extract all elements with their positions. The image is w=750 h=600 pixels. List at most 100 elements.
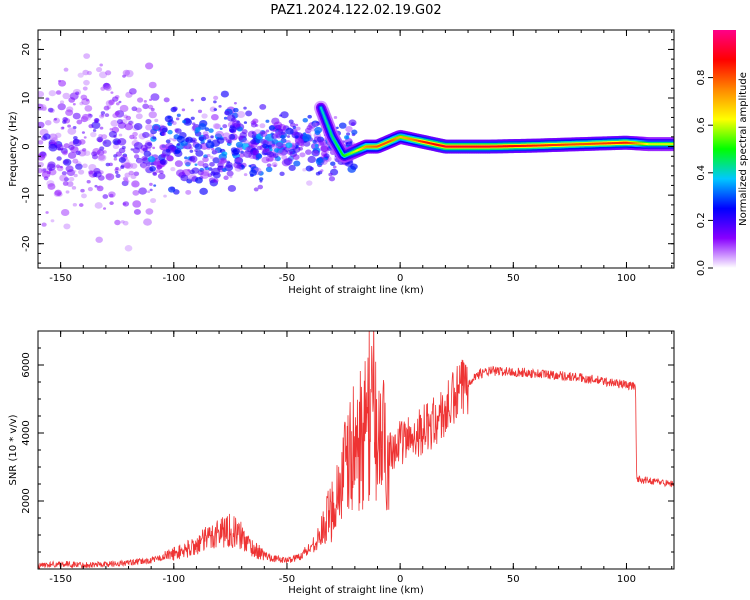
- spectrogram-blob: [95, 66, 103, 73]
- spectrogram-blob: [96, 185, 104, 192]
- spectrogram-blob: [48, 90, 57, 97]
- spectrogram-blob: [108, 130, 117, 138]
- spectrogram-blob: [202, 163, 209, 169]
- spectrogram-blob: [288, 119, 294, 124]
- spectrogram-blob: [212, 156, 220, 164]
- spectrogram-blob: [195, 127, 201, 132]
- spectrogram-blob: [175, 117, 180, 121]
- spectrogram-blob: [258, 177, 264, 181]
- spectrogram-blob: [77, 72, 84, 78]
- spectrogram-blob: [72, 126, 77, 130]
- spectrogram-blob: [95, 236, 103, 243]
- spectrogram-blob: [283, 157, 293, 166]
- spectrogram-blob: [276, 148, 283, 154]
- spectrogram-blob: [271, 133, 279, 140]
- x-tick-label: -50: [279, 273, 295, 284]
- spectrogram-blob: [207, 139, 212, 143]
- spectrogram-blob: [218, 104, 222, 108]
- spectrogram-blob: [328, 176, 336, 182]
- spectrogram-blob: [109, 193, 114, 198]
- spectrogram-blob: [72, 202, 78, 207]
- spectrogram-blob: [160, 153, 167, 158]
- spectrogram-blob: [167, 129, 173, 135]
- spectrogram-blob: [149, 182, 153, 186]
- spectrogram-blob: [171, 121, 177, 126]
- spectrogram-blob: [192, 139, 196, 143]
- spectrogram-blob: [82, 69, 89, 76]
- y-tick-label: 0: [21, 143, 32, 149]
- spectrogram-blob: [167, 121, 171, 126]
- spectrogram-blob: [210, 135, 214, 139]
- spectrogram-blob: [118, 133, 123, 137]
- spectrogram-blob: [219, 157, 227, 164]
- spectrogram-blob: [264, 148, 270, 153]
- spectrogram-blob: [286, 135, 291, 138]
- spectrogram-blob: [132, 131, 138, 137]
- spectrogram-blob: [204, 127, 210, 132]
- spectrogram-blob: [122, 69, 131, 76]
- spectrogram-blob: [211, 167, 221, 176]
- spectrogram-blob: [346, 132, 351, 136]
- x-tick-label: 50: [507, 273, 520, 284]
- x-tick-label: 0: [397, 273, 403, 284]
- spectrogram-blob: [333, 116, 338, 119]
- spectrogram-blob: [220, 158, 225, 162]
- spectrogram-blob: [80, 188, 85, 193]
- spectrogram-blob: [316, 157, 324, 164]
- spectrogram-blob: [164, 115, 174, 123]
- colorbar: 0.0 0.2 0.4 0.6 0.8 Normalized spectral ampl…: [696, 30, 749, 276]
- spectrogram-blob: [122, 74, 126, 78]
- spectrogram-blob: [197, 160, 205, 167]
- spectrogram-blob: [62, 92, 71, 100]
- spectrogram-blob: [99, 114, 105, 119]
- spectrogram-blob: [94, 118, 100, 123]
- spectrogram-blob: [272, 153, 279, 159]
- spectrogram-blob: [51, 137, 59, 143]
- spectrogram-blob: [41, 106, 47, 111]
- spectrogram-blob: [224, 110, 230, 116]
- spectrogram-blob: [222, 132, 231, 139]
- spectrogram-blob: [243, 139, 249, 144]
- spectrogram-blob: [176, 113, 181, 117]
- spectrogram-blob: [213, 149, 219, 155]
- spectrogram-blob: [48, 143, 58, 152]
- spectrogram-blob: [314, 143, 319, 148]
- spectrogram-blob: [80, 94, 88, 101]
- spectrogram-blob: [223, 175, 229, 180]
- spectrogram-blob: [118, 168, 122, 171]
- spectrogram-blob: [159, 170, 164, 174]
- spectrogram-blob: [108, 99, 115, 106]
- spectrogram-blob: [194, 163, 198, 167]
- y-tick-label: -10: [21, 187, 32, 203]
- spectrogram-blob: [313, 136, 322, 143]
- spectrogram-blob: [59, 165, 63, 169]
- snr-y-axis: 2000 4000 6000: [21, 330, 674, 570]
- spectrogram-blob: [98, 71, 108, 79]
- spectrogram-blob: [274, 131, 282, 138]
- spectrogram-blob: [194, 177, 203, 184]
- spectrogram-blob: [138, 187, 147, 195]
- spectrogram-blob: [65, 109, 74, 116]
- spectrogram-blob: [139, 161, 148, 168]
- spectrogram-blob: [50, 219, 55, 223]
- spectrogram-blob: [154, 118, 159, 123]
- spectrogram-blob: [275, 141, 284, 149]
- spectrogram-blob: [144, 62, 154, 70]
- spectrogram-blob: [135, 113, 143, 120]
- spectrogram-blob: [86, 179, 91, 184]
- y-tick-label: 10: [21, 92, 32, 105]
- spectrogram-blob: [261, 156, 270, 164]
- spectrogram-blob: [120, 220, 125, 224]
- spectrogram-blob: [109, 201, 114, 206]
- spectrogram-blob: [250, 122, 257, 128]
- spectrogram-blob: [83, 53, 91, 59]
- spectrogram-blob: [232, 148, 241, 155]
- spectrogram-blob: [303, 140, 311, 147]
- y-tick-label: 2000: [21, 488, 32, 513]
- spectrogram-blob: [86, 70, 92, 76]
- spectrogram-blob: [62, 181, 69, 186]
- spectrogram-blob: [102, 139, 112, 147]
- spectrogram-blob: [114, 170, 119, 174]
- spectrogram-blob: [62, 158, 72, 166]
- spectrogram-blob: [65, 165, 74, 173]
